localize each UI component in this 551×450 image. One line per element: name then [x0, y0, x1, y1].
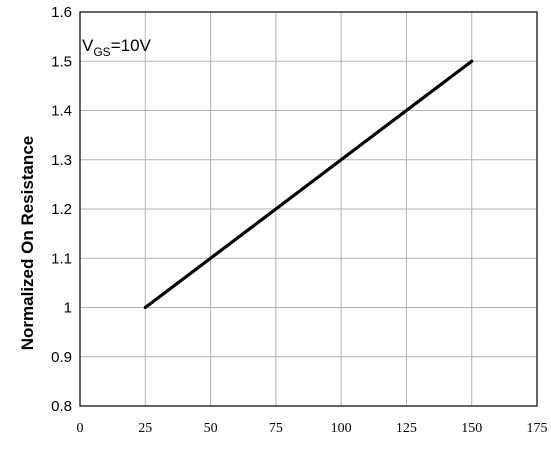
y-tick-label: 0.8: [51, 398, 72, 415]
x-tick-labels: 0 25 50 75 100 125 150 175: [77, 421, 548, 436]
y-tick-label: 0.9: [51, 349, 72, 366]
x-tick-label: 125: [396, 421, 417, 436]
plot-frame: [79, 11, 538, 407]
x-tick-label: 75: [269, 421, 283, 436]
x-tick-label: 0: [77, 421, 84, 436]
vgs-annotation: VGS=10V: [82, 36, 152, 59]
grid: [79, 11, 538, 407]
y-axis-label: Normalized On Resistance: [18, 136, 37, 350]
y-tick-label: 1.1: [51, 250, 72, 267]
y-tick-label: 1: [64, 300, 72, 317]
y-tick-label: 1.3: [51, 152, 72, 169]
series-layer: [143, 59, 474, 310]
annotation-rest: =10V: [111, 36, 152, 55]
y-tick-labels: 0.8 0.9 1 1.1 1.2 1.3 1.4 1.5 1.6: [51, 4, 72, 415]
annotation-subscript: GS: [93, 45, 110, 59]
y-tick-label: 1.2: [51, 201, 72, 218]
series-line: [143, 59, 474, 310]
x-tick-label: 175: [527, 421, 548, 436]
x-tick-label: 50: [204, 421, 218, 436]
annotation-main: V: [82, 36, 94, 55]
x-tick-label: 100: [331, 421, 352, 436]
y-tick-label: 1.6: [51, 4, 72, 21]
x-tick-label: 150: [461, 421, 482, 436]
y-tick-label: 1.5: [51, 53, 72, 70]
y-tick-label: 1.4: [51, 103, 72, 120]
x-tick-label: 25: [138, 421, 152, 436]
